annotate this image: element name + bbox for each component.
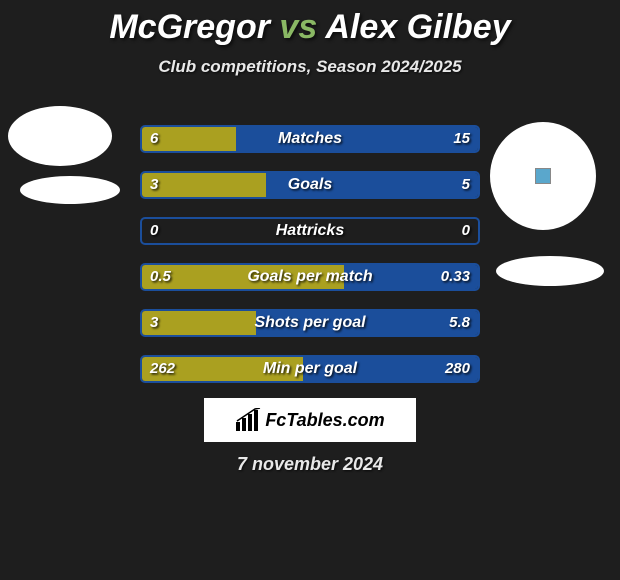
stat-value-left: 6 xyxy=(150,127,158,151)
stat-row: Matches6 15 xyxy=(140,125,480,153)
stat-value-right: 280 xyxy=(445,357,470,381)
stat-row: Goals3 5 xyxy=(140,171,480,199)
stat-value-left: 0.5 xyxy=(150,265,171,289)
stat-value-right: 5 xyxy=(462,173,470,197)
stat-value-left: 3 xyxy=(150,311,158,335)
stat-value-right: 15 xyxy=(453,127,470,151)
stat-row: Goals per match0.5 0.33 xyxy=(140,263,480,291)
stat-row: Hattricks0 0 xyxy=(140,217,480,245)
stat-value-right: 0.33 xyxy=(441,265,470,289)
brand-name: FcTables.com xyxy=(265,410,384,431)
player2-name: Alex Gilbey xyxy=(325,8,510,46)
stat-value-left: 3 xyxy=(150,173,158,197)
stat-label: Goals xyxy=(142,173,478,197)
stat-label: Goals per match xyxy=(142,265,478,289)
stat-label: Shots per goal xyxy=(142,311,478,335)
stat-value-right: 5.8 xyxy=(449,311,470,335)
stats-bars: Matches615Goals35Hattricks00Goals per ma… xyxy=(140,125,480,401)
player1-avatar xyxy=(8,106,112,166)
date: 7 november 2024 xyxy=(0,454,620,475)
player2-avatar xyxy=(490,122,596,230)
stat-label: Min per goal xyxy=(142,357,478,381)
player2-shadow xyxy=(496,256,604,286)
comparison-title: McGregor vs Alex Gilbey xyxy=(0,0,620,47)
subtitle: Club competitions, Season 2024/2025 xyxy=(0,57,620,77)
stat-value-right: 0 xyxy=(462,219,470,243)
stat-value-left: 262 xyxy=(150,357,175,381)
vs-text: vs xyxy=(279,8,317,46)
player1-shadow xyxy=(20,176,120,204)
stat-label: Hattricks xyxy=(142,219,478,243)
brand-chart-icon xyxy=(235,408,261,432)
placeholder-icon xyxy=(535,168,551,184)
stat-row: Shots per goal3 5.8 xyxy=(140,309,480,337)
stat-row: Min per goal262 280 xyxy=(140,355,480,383)
player1-name: McGregor xyxy=(109,8,270,46)
brand-box: FcTables.com xyxy=(204,398,416,442)
stat-value-left: 0 xyxy=(150,219,158,243)
stat-label: Matches xyxy=(142,127,478,151)
